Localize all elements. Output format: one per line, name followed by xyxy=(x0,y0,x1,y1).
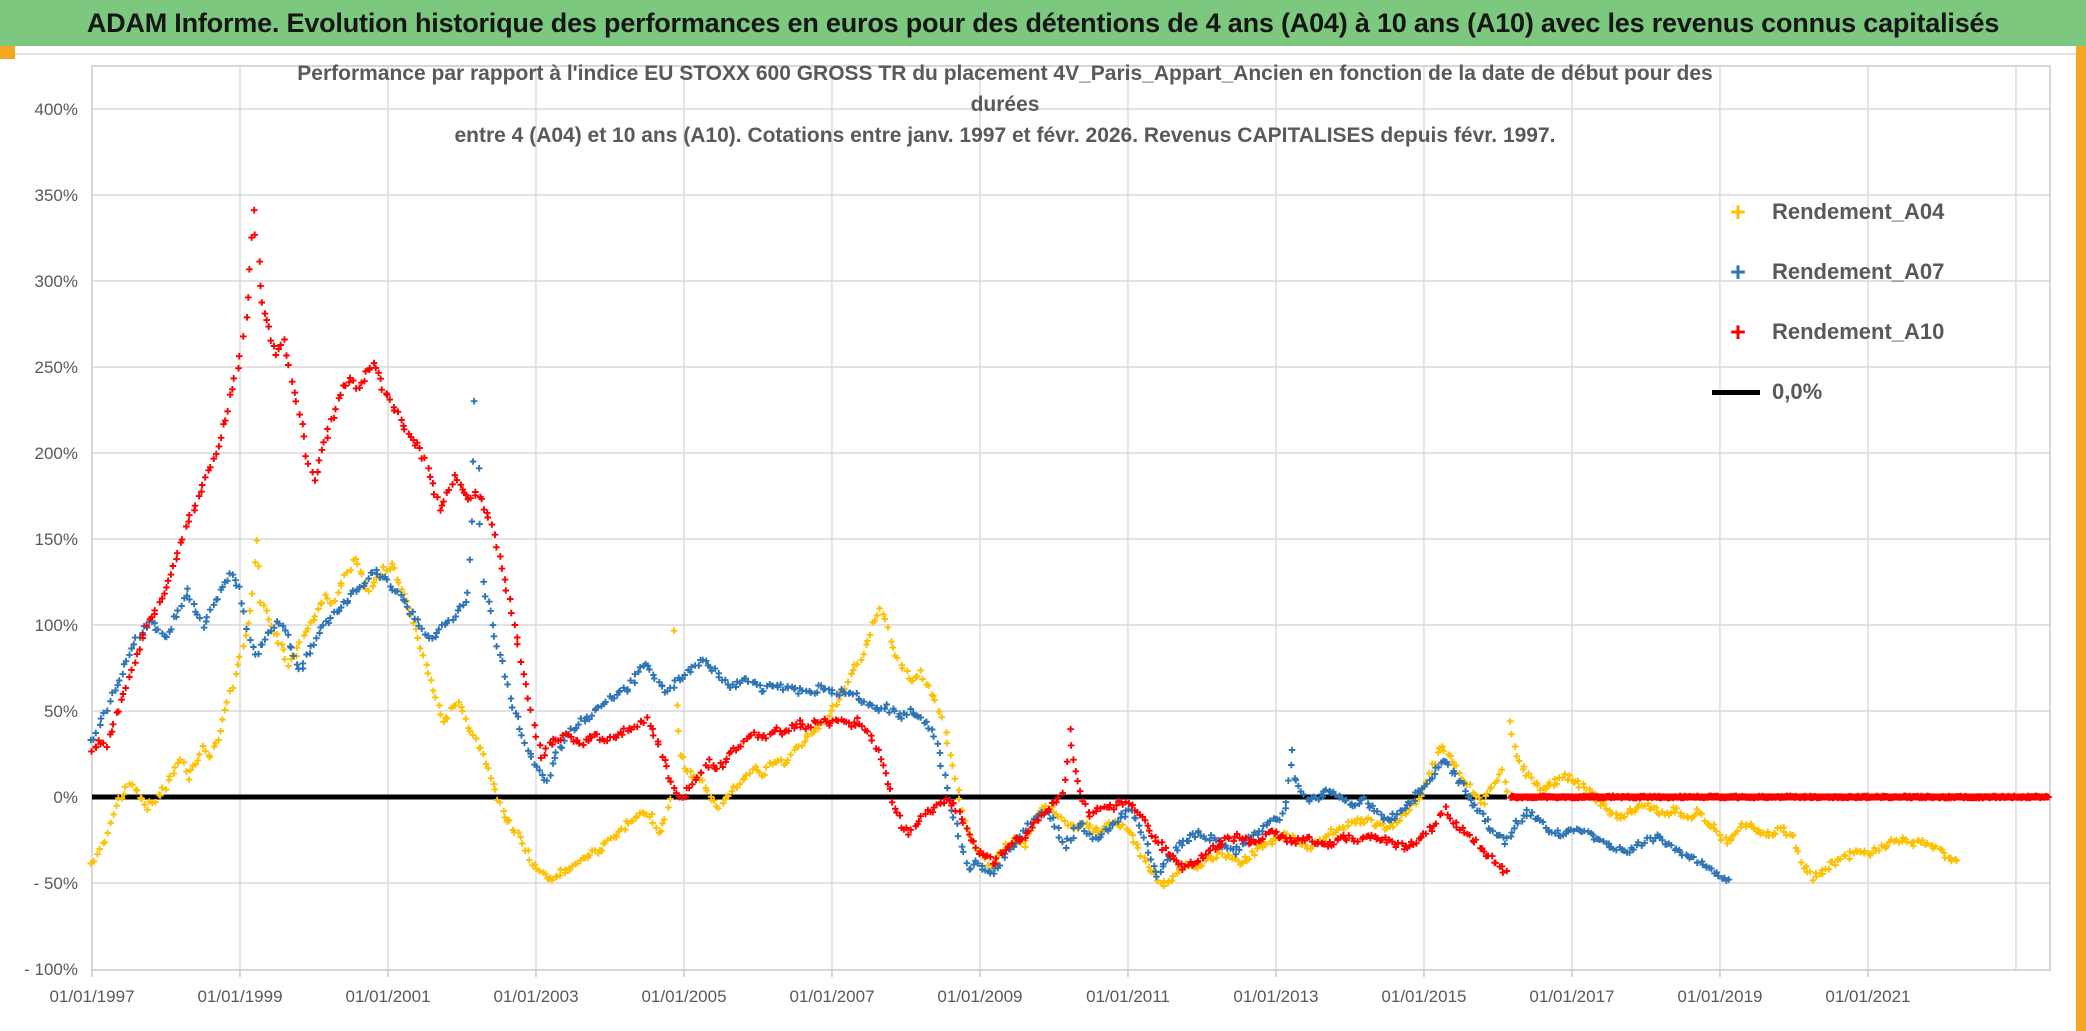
a10-flat-zero-markers xyxy=(1507,792,2052,802)
series-markers-rendement_a07 xyxy=(87,397,1733,884)
y-axis-label: 350% xyxy=(35,186,78,205)
legend-item-a10[interactable]: + Rendement_A10 xyxy=(1712,302,1944,362)
legend-label: 0,0% xyxy=(1772,379,1823,404)
line-marker-icon xyxy=(1712,389,1760,395)
x-axis-label: 01/01/1999 xyxy=(197,987,282,1006)
legend-item-zero-line[interactable]: 0,0% xyxy=(1712,362,1944,422)
series-markers-rendement_a04 xyxy=(87,537,1961,890)
accent-left-square xyxy=(0,46,15,59)
y-axis-label: 250% xyxy=(35,358,78,377)
legend-label: Rendement_A07 xyxy=(1772,259,1945,284)
header-bar: ADAM Informe. Evolution historique des p… xyxy=(0,0,2086,46)
y-axis-label: 0% xyxy=(53,788,78,807)
y-axis-label: 400% xyxy=(35,100,78,119)
header-divider xyxy=(0,53,2086,55)
legend-item-a07[interactable]: + Rendement_A07 xyxy=(1712,242,1944,302)
y-axis-label: - 100% xyxy=(24,960,78,979)
x-axis-label: 01/01/2011 xyxy=(1086,987,1170,1006)
legend-label: Rendement_A10 xyxy=(1772,319,1945,344)
plot-border xyxy=(91,65,2051,971)
y-axis-label: 150% xyxy=(35,530,78,549)
x-axis-label: 01/01/2009 xyxy=(937,987,1022,1006)
plus-marker-icon: + xyxy=(1730,256,1746,287)
x-axis-label: 01/01/2017 xyxy=(1529,987,1614,1006)
plus-marker-icon: + xyxy=(1730,316,1746,347)
plus-marker-icon: + xyxy=(1730,196,1746,227)
series-markers-rendement_a10 xyxy=(88,206,1511,876)
y-axis-label: 300% xyxy=(35,272,78,291)
x-axis-label: 01/01/2003 xyxy=(493,987,578,1006)
x-axis-label: 01/01/2013 xyxy=(1233,987,1318,1006)
legend-label: Rendement_A04 xyxy=(1772,199,1945,224)
x-axis-label: 01/01/2021 xyxy=(1825,987,1910,1006)
accent-right-strip xyxy=(2076,46,2086,1031)
y-axis-label: - 50% xyxy=(34,874,78,893)
x-axis-label: 01/01/2019 xyxy=(1677,987,1762,1006)
legend-item-a04[interactable]: + Rendement_A04 xyxy=(1712,182,1944,242)
x-axis-label: 01/01/2015 xyxy=(1381,987,1466,1006)
y-axis-label: 50% xyxy=(44,702,78,721)
x-axis-label: 01/01/2001 xyxy=(345,987,430,1006)
chart-legend: + Rendement_A04 + Rendement_A07 + Rendem… xyxy=(1712,182,1944,422)
page-title: ADAM Informe. Evolution historique des p… xyxy=(86,7,2000,38)
y-axis-label: 100% xyxy=(35,616,78,635)
y-axis-label: 200% xyxy=(35,444,78,463)
x-axis-label: 01/01/2007 xyxy=(789,987,874,1006)
x-axis-label: 01/01/2005 xyxy=(641,987,726,1006)
x-axis-label: 01/01/1997 xyxy=(49,987,134,1006)
